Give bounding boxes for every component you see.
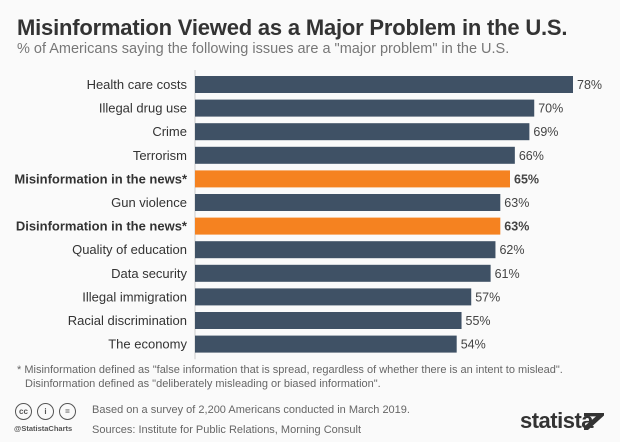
category-label: Racial discrimination xyxy=(68,313,187,328)
bar xyxy=(195,146,515,164)
category-label: Gun violence xyxy=(111,195,187,210)
value-label: 65% xyxy=(514,172,539,186)
value-label: 57% xyxy=(475,290,500,304)
value-label: 63% xyxy=(504,220,529,234)
bar xyxy=(195,76,573,93)
twitter-handle: @StatistaCharts xyxy=(14,424,73,433)
category-label: Terrorism xyxy=(133,148,187,163)
bar xyxy=(195,335,457,353)
category-label: Illegal immigration xyxy=(82,289,187,304)
bar xyxy=(195,264,491,282)
category-label: Health care costs xyxy=(87,77,188,92)
chart-subtitle: % of Americans saying the following issu… xyxy=(17,41,510,57)
category-label: Quality of education xyxy=(72,242,187,257)
cc-icon: cc xyxy=(15,403,32,420)
value-label: 54% xyxy=(461,338,486,352)
bar xyxy=(195,241,496,259)
bar xyxy=(195,99,535,117)
bar xyxy=(195,170,510,188)
bar-chart: Health care costs 78% Illegal drug use 70% C… xyxy=(14,70,602,360)
category-label: Crime xyxy=(152,124,187,139)
category-label: Misinformation in the news* xyxy=(14,171,188,186)
value-label: 61% xyxy=(495,267,520,281)
footnote: * Misinformation defined as "false infor… xyxy=(17,363,563,391)
category-label: Data security xyxy=(111,266,187,281)
bar xyxy=(195,123,530,141)
chart-title: Misinformation Viewed as a Major Problem… xyxy=(17,15,568,40)
survey-note: Based on a survey of 2,200 Americans con… xyxy=(92,404,410,416)
no-derivatives-icon: = xyxy=(59,403,76,420)
category-label: The economy xyxy=(108,337,187,352)
value-label: 63% xyxy=(504,196,529,210)
value-label: 78% xyxy=(577,78,602,92)
footnote-line: Disinformation defined as "deliberately … xyxy=(25,378,381,390)
bar xyxy=(195,288,472,306)
bar xyxy=(195,312,462,329)
value-label: 69% xyxy=(533,125,558,139)
footnote-line: * Misinformation defined as "false infor… xyxy=(17,364,563,376)
bar xyxy=(195,194,501,211)
category-label: Disinformation in the news* xyxy=(16,219,188,234)
value-label: 55% xyxy=(466,314,491,328)
value-label: 70% xyxy=(538,102,563,116)
category-label: Illegal drug use xyxy=(99,101,187,116)
bar xyxy=(195,217,501,235)
sources: Sources: Institute for Public Relations,… xyxy=(92,424,362,436)
value-label: 66% xyxy=(519,149,544,163)
statista-logo: statista xyxy=(520,408,594,433)
attribution-icon: i xyxy=(37,403,54,420)
value-label: 62% xyxy=(499,243,524,257)
